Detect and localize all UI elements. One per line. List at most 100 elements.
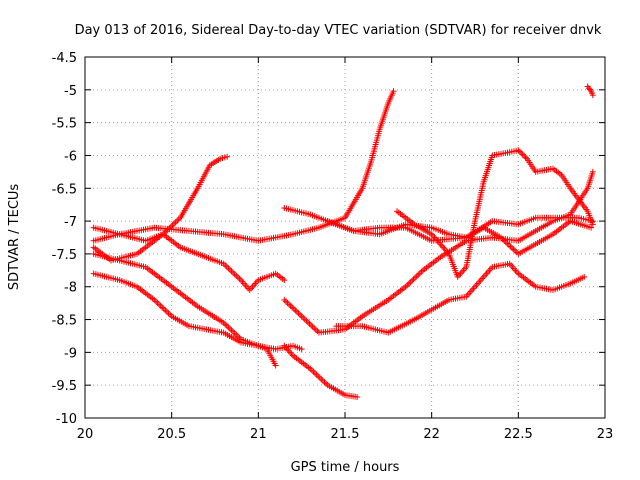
series-track-5 (90, 270, 279, 369)
data-point (416, 270, 423, 277)
y-tick-label: -7.5 (52, 248, 77, 263)
data-point (298, 346, 305, 353)
series-track-8 (333, 260, 588, 336)
data-point (308, 367, 315, 374)
data-point (295, 310, 302, 317)
data-point (510, 246, 517, 253)
data-point (509, 244, 516, 251)
x-tick-label: 21 (250, 427, 267, 442)
y-tick-label: -6.5 (52, 182, 77, 197)
y-tick-label: -9.5 (52, 379, 77, 394)
data-point (233, 272, 240, 279)
series-track-2 (90, 88, 397, 244)
data-point (311, 325, 318, 332)
data-point (390, 88, 397, 95)
data-point (304, 319, 311, 326)
y-tick-label: -8.5 (52, 314, 77, 329)
data-point (516, 148, 523, 155)
data-point (292, 307, 299, 314)
data-point (315, 373, 322, 380)
data-point (308, 322, 315, 329)
data-point (319, 377, 326, 384)
y-tick-labels: -10 -9.5 -9 -8.5 -8 -7.5 -7 -6.5 -6 -5.5 -5 -4.5 (52, 51, 77, 427)
series-track-3 (90, 224, 288, 294)
grid-lines (85, 57, 605, 418)
data-point (282, 298, 289, 305)
data-point (410, 276, 417, 283)
data-point (306, 320, 313, 327)
data-point (298, 313, 305, 320)
series-track-10 (394, 147, 596, 280)
data-point (405, 280, 412, 287)
series-track-12 (584, 83, 596, 99)
data-point (290, 305, 297, 312)
data-point (225, 324, 232, 331)
data-point (165, 310, 172, 317)
data-point (228, 268, 235, 275)
data-point (172, 219, 179, 226)
data-point (519, 151, 526, 158)
data-point (284, 299, 291, 306)
data-point (152, 298, 159, 305)
data-point (515, 147, 522, 154)
data-point (224, 153, 231, 160)
series-track-1 (90, 153, 231, 264)
data-point (309, 323, 316, 330)
series-track-6 (281, 342, 361, 400)
data-point (521, 152, 528, 159)
x-tick-label: 21.5 (331, 427, 360, 442)
data-point (230, 269, 237, 276)
data-point (230, 328, 237, 335)
y-tick-label: -8 (64, 281, 77, 296)
data-point (297, 311, 304, 318)
x-tick-label: 20.5 (157, 427, 186, 442)
data-point (313, 371, 320, 378)
x-tick-label: 22 (423, 427, 440, 442)
data-point (505, 241, 512, 248)
data-point (231, 271, 238, 278)
data-point (316, 374, 323, 381)
data-point (281, 296, 288, 303)
data-point (174, 217, 181, 224)
y-tick-label: -6 (64, 149, 77, 164)
data-point (175, 216, 182, 223)
data-point (228, 327, 235, 334)
data-point (318, 376, 325, 383)
data-point (169, 222, 176, 229)
series-track-4 (90, 250, 305, 353)
data-point (412, 274, 419, 281)
data-point (589, 92, 596, 99)
data-point (415, 271, 422, 278)
data-point (522, 154, 529, 161)
data-point (226, 325, 233, 332)
data-points (90, 83, 596, 400)
data-point (289, 304, 296, 311)
data-point (589, 168, 596, 175)
series-track-11 (324, 214, 596, 244)
data-point (272, 362, 279, 369)
x-tick-label: 20 (77, 427, 94, 442)
data-point (159, 304, 166, 311)
x-tick-labels: 20 20.5 21 21.5 22 22.5 23 (77, 427, 614, 442)
data-point (354, 393, 361, 400)
data-point (588, 224, 595, 231)
chart-title: Day 013 of 2016, Sidereal Day-to-day VTE… (75, 23, 602, 38)
y-tick-label: -5 (64, 84, 77, 99)
y-tick-label: -5.5 (52, 117, 77, 132)
data-point (287, 302, 294, 309)
data-point (581, 273, 588, 280)
data-point (163, 308, 170, 315)
data-point (293, 308, 300, 315)
data-point (507, 243, 514, 250)
data-point (157, 302, 164, 309)
data-point (407, 279, 414, 286)
y-tick-label: -7 (64, 215, 77, 230)
x-tick-label: 22.5 (504, 427, 533, 442)
data-point (286, 301, 293, 308)
x-tick-label: 23 (597, 427, 614, 442)
series-track-9 (281, 204, 595, 257)
data-point (226, 266, 233, 273)
data-point (310, 368, 317, 375)
y-axis-label: SDTVAR / TECUs (7, 184, 22, 291)
